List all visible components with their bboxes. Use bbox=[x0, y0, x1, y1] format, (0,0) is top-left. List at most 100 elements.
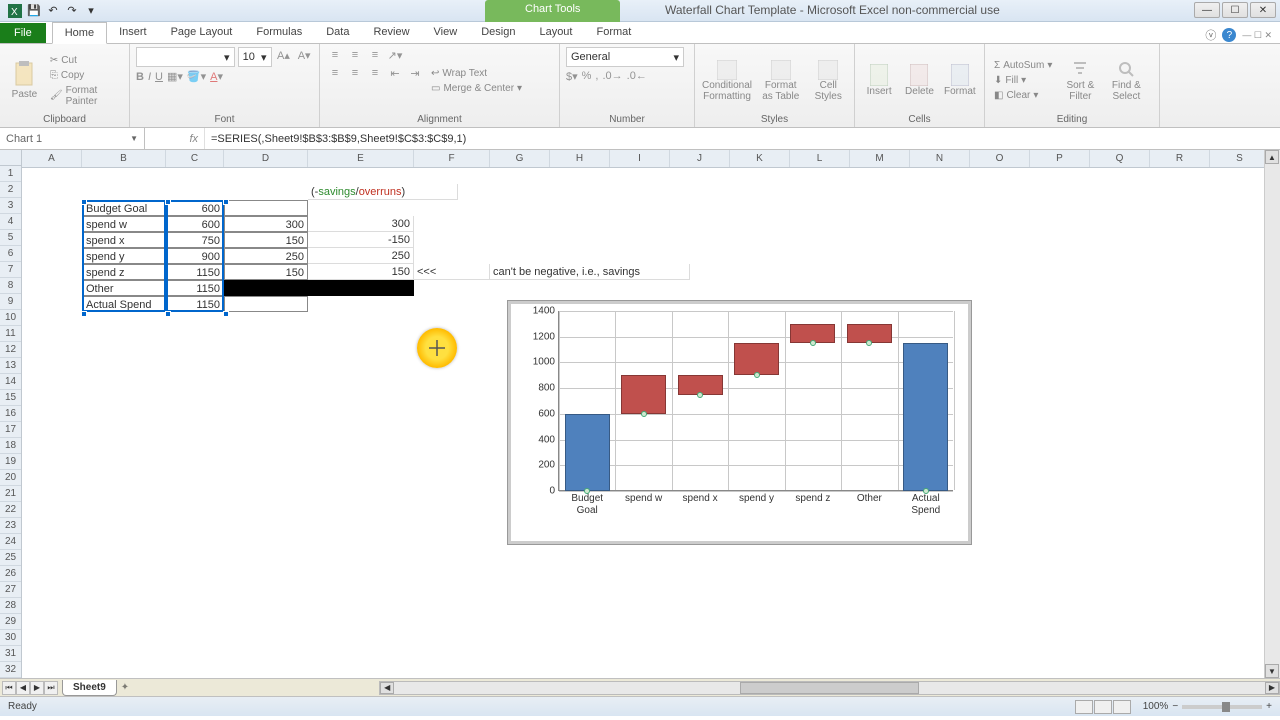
help-icon[interactable]: ? bbox=[1222, 28, 1236, 42]
chart-bar[interactable] bbox=[565, 414, 610, 491]
cell[interactable]: spend w bbox=[82, 216, 166, 232]
scroll-down-icon[interactable]: ▼ bbox=[1265, 664, 1279, 678]
column-header[interactable]: I bbox=[610, 150, 670, 167]
window-options-icon[interactable]: — ☐ ✕ bbox=[1242, 30, 1272, 41]
zoom-slider[interactable] bbox=[1182, 705, 1262, 709]
border-button[interactable]: ▦▾ bbox=[167, 70, 183, 83]
row-header[interactable]: 12 bbox=[0, 342, 21, 358]
row-header[interactable]: 6 bbox=[0, 246, 21, 262]
cell[interactable]: 150 bbox=[224, 232, 308, 248]
column-header[interactable]: H bbox=[550, 150, 610, 167]
wrap-text-button[interactable]: ↩Wrap Text bbox=[428, 67, 525, 80]
format-as-table-button[interactable]: Format as Table bbox=[757, 47, 804, 114]
last-sheet-icon[interactable]: ⏭ bbox=[44, 681, 58, 695]
row-header[interactable]: 16 bbox=[0, 406, 21, 422]
sort-filter-button[interactable]: Sort & Filter bbox=[1059, 47, 1101, 114]
row-header[interactable]: 11 bbox=[0, 326, 21, 342]
row-header[interactable]: 23 bbox=[0, 518, 21, 534]
next-sheet-icon[interactable]: ▶ bbox=[30, 681, 44, 695]
cell[interactable]: 1150 bbox=[166, 296, 224, 312]
row-header[interactable]: 32 bbox=[0, 662, 21, 678]
minimize-ribbon-icon[interactable]: ⓥ bbox=[1205, 27, 1216, 43]
hscroll-thumb[interactable] bbox=[740, 682, 920, 694]
zoom-level[interactable]: 100% bbox=[1143, 701, 1169, 712]
cell[interactable]: spend y bbox=[82, 248, 166, 264]
find-select-button[interactable]: Find & Select bbox=[1105, 47, 1147, 114]
bold-button[interactable]: B bbox=[136, 71, 144, 83]
page-break-view-icon[interactable] bbox=[1113, 700, 1131, 714]
row-header[interactable]: 22 bbox=[0, 502, 21, 518]
cell[interactable] bbox=[224, 200, 308, 216]
cell[interactable]: spend z bbox=[82, 264, 166, 280]
chart-bar[interactable] bbox=[621, 375, 666, 414]
italic-button[interactable]: I bbox=[148, 71, 151, 83]
row-header[interactable]: 13 bbox=[0, 358, 21, 374]
ribbon-tab-data[interactable]: Data bbox=[314, 22, 361, 43]
scroll-left-icon[interactable]: ◀ bbox=[380, 682, 394, 694]
undo-icon[interactable]: ↶ bbox=[46, 4, 60, 18]
decrease-decimal-icon[interactable]: .0← bbox=[627, 70, 647, 83]
row-header[interactable]: 8 bbox=[0, 278, 21, 294]
formula-input[interactable]: =SERIES(,Sheet9!$B$3:$B$9,Sheet9!$C$3:$C… bbox=[205, 128, 1280, 149]
font-family-dropdown[interactable]: ▾ bbox=[136, 47, 235, 67]
cell[interactable]: Other bbox=[82, 280, 166, 296]
column-header[interactable]: K bbox=[730, 150, 790, 167]
cell[interactable]: 300 bbox=[308, 216, 414, 232]
name-box[interactable]: Chart 1▼ bbox=[0, 128, 145, 149]
cut-button[interactable]: ✂Cut bbox=[47, 54, 123, 67]
column-header[interactable]: E bbox=[308, 150, 414, 167]
conditional-formatting-button[interactable]: Conditional Formatting bbox=[701, 47, 753, 114]
delete-cells-button[interactable]: Delete bbox=[901, 47, 937, 114]
column-header[interactable]: O bbox=[970, 150, 1030, 167]
column-header[interactable]: M bbox=[850, 150, 910, 167]
format-cells-button[interactable]: Format bbox=[942, 47, 978, 114]
cell[interactable]: 600 bbox=[166, 200, 224, 216]
sheet-tab[interactable]: Sheet9 bbox=[62, 680, 117, 696]
underline-button[interactable]: U bbox=[155, 71, 163, 83]
currency-icon[interactable]: $▾ bbox=[566, 70, 578, 83]
insert-cells-button[interactable]: Insert bbox=[861, 47, 897, 114]
increase-indent-icon[interactable]: ⇥ bbox=[406, 65, 424, 81]
ribbon-tab-page-layout[interactable]: Page Layout bbox=[159, 22, 245, 43]
row-header[interactable]: 4 bbox=[0, 214, 21, 230]
autosum-button[interactable]: ΣAutoSum▾ bbox=[991, 59, 1055, 72]
column-header[interactable]: R bbox=[1150, 150, 1210, 167]
cell[interactable]: 250 bbox=[224, 248, 308, 264]
ribbon-tab-home[interactable]: Home bbox=[52, 22, 107, 44]
row-header[interactable]: 28 bbox=[0, 598, 21, 614]
cell[interactable]: (-savings/overruns) bbox=[308, 184, 458, 200]
column-header[interactable]: Q bbox=[1090, 150, 1150, 167]
row-header[interactable]: 7 bbox=[0, 262, 21, 278]
column-header[interactable]: B bbox=[82, 150, 166, 167]
cell[interactable]: Actual Spend bbox=[82, 296, 166, 312]
ribbon-tab-formulas[interactable]: Formulas bbox=[244, 22, 314, 43]
align-middle-icon[interactable]: ≡ bbox=[346, 47, 364, 63]
row-header[interactable]: 30 bbox=[0, 630, 21, 646]
percent-icon[interactable]: % bbox=[582, 70, 592, 83]
cell[interactable]: 300 bbox=[224, 216, 308, 232]
zoom-in-icon[interactable]: + bbox=[1266, 701, 1272, 712]
horizontal-scrollbar[interactable]: ◀ ▶ bbox=[379, 681, 1280, 695]
column-header[interactable]: C bbox=[166, 150, 224, 167]
row-header[interactable]: 14 bbox=[0, 374, 21, 390]
cell[interactable]: 900 bbox=[166, 248, 224, 264]
scroll-right-icon[interactable]: ▶ bbox=[1265, 682, 1279, 694]
cell[interactable] bbox=[224, 296, 308, 312]
cell[interactable]: Budget Goal bbox=[82, 200, 166, 216]
row-header[interactable]: 2 bbox=[0, 182, 21, 198]
clear-button[interactable]: ◧Clear▾ bbox=[991, 89, 1055, 102]
redo-icon[interactable]: ↷ bbox=[65, 4, 79, 18]
ribbon-tab-review[interactable]: Review bbox=[361, 22, 421, 43]
cell[interactable]: 1150 bbox=[166, 280, 224, 296]
column-header[interactable]: J bbox=[670, 150, 730, 167]
file-tab[interactable]: File bbox=[0, 23, 46, 43]
format-painter-button[interactable]: 🖌Format Painter bbox=[47, 84, 123, 108]
cell[interactable]: 750 bbox=[166, 232, 224, 248]
number-format-dropdown[interactable]: General▾ bbox=[566, 47, 684, 67]
row-header[interactable]: 18 bbox=[0, 438, 21, 454]
align-right-icon[interactable]: ≡ bbox=[366, 65, 384, 81]
decrease-indent-icon[interactable]: ⇤ bbox=[386, 65, 404, 81]
row-header[interactable]: 24 bbox=[0, 534, 21, 550]
close-button[interactable]: ✕ bbox=[1250, 2, 1276, 18]
row-header[interactable]: 10 bbox=[0, 310, 21, 326]
